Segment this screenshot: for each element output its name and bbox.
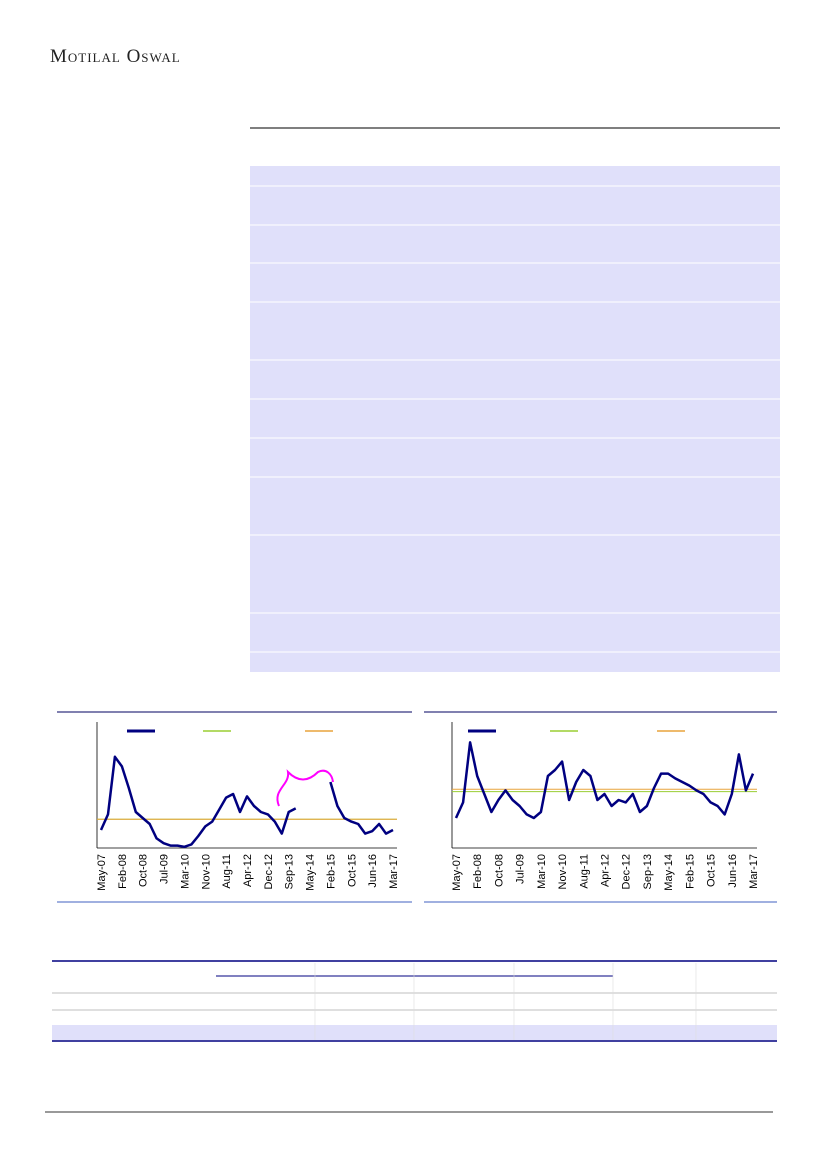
x-tick-label: Nov-10	[200, 854, 212, 889]
x-tick-label: Jul-09	[159, 854, 171, 884]
bottom-table	[52, 960, 777, 1042]
x-tick-label: Dec-12	[621, 854, 633, 889]
annotation-brace	[276, 769, 334, 807]
series-line	[329, 781, 394, 835]
x-tick-label: Oct-08	[138, 854, 150, 887]
x-tick-label: Sep-13	[284, 854, 296, 889]
x-tick-label: Apr-12	[242, 854, 254, 887]
x-tick-label: Sep-13	[642, 854, 654, 889]
x-tick-label: Nov-10	[557, 854, 569, 889]
x-tick-label: May-07	[451, 854, 463, 891]
x-tick-label: Aug-11	[578, 854, 590, 889]
x-tick-label: Mar-17	[748, 854, 760, 889]
x-tick-label: Mar-10	[179, 854, 191, 889]
x-tick-label: May-14	[663, 854, 675, 891]
x-tick-label: Jun-16	[727, 854, 739, 888]
x-tick-label: Aug-11	[221, 854, 233, 889]
x-tick-label: Mar-17	[388, 854, 400, 889]
x-tick-label: Oct-15	[706, 854, 718, 887]
x-tick-label: Dec-12	[263, 854, 275, 889]
x-tick-label: May-07	[96, 854, 108, 891]
x-tick-label: Jun-16	[367, 854, 379, 888]
series-line	[99, 755, 297, 849]
x-tick-label: Feb-08	[472, 854, 484, 889]
x-tick-label: Jul-09	[515, 854, 527, 884]
brand: Motilal Oswal	[50, 46, 181, 67]
x-tick-label: Oct-15	[346, 854, 358, 887]
x-tick-label: May-14	[305, 854, 317, 891]
x-tick-label: Mar-10	[536, 854, 548, 889]
x-tick-label: Feb-08	[117, 854, 129, 889]
x-tick-label: Feb-15	[325, 854, 337, 889]
chart-frames	[57, 711, 777, 903]
x-tick-label: Oct-08	[493, 854, 505, 887]
table-separators	[250, 185, 780, 653]
x-tick-label: Apr-12	[600, 854, 612, 887]
table-block	[250, 166, 780, 672]
x-tick-label: Feb-15	[684, 854, 696, 889]
series-line	[454, 741, 755, 820]
